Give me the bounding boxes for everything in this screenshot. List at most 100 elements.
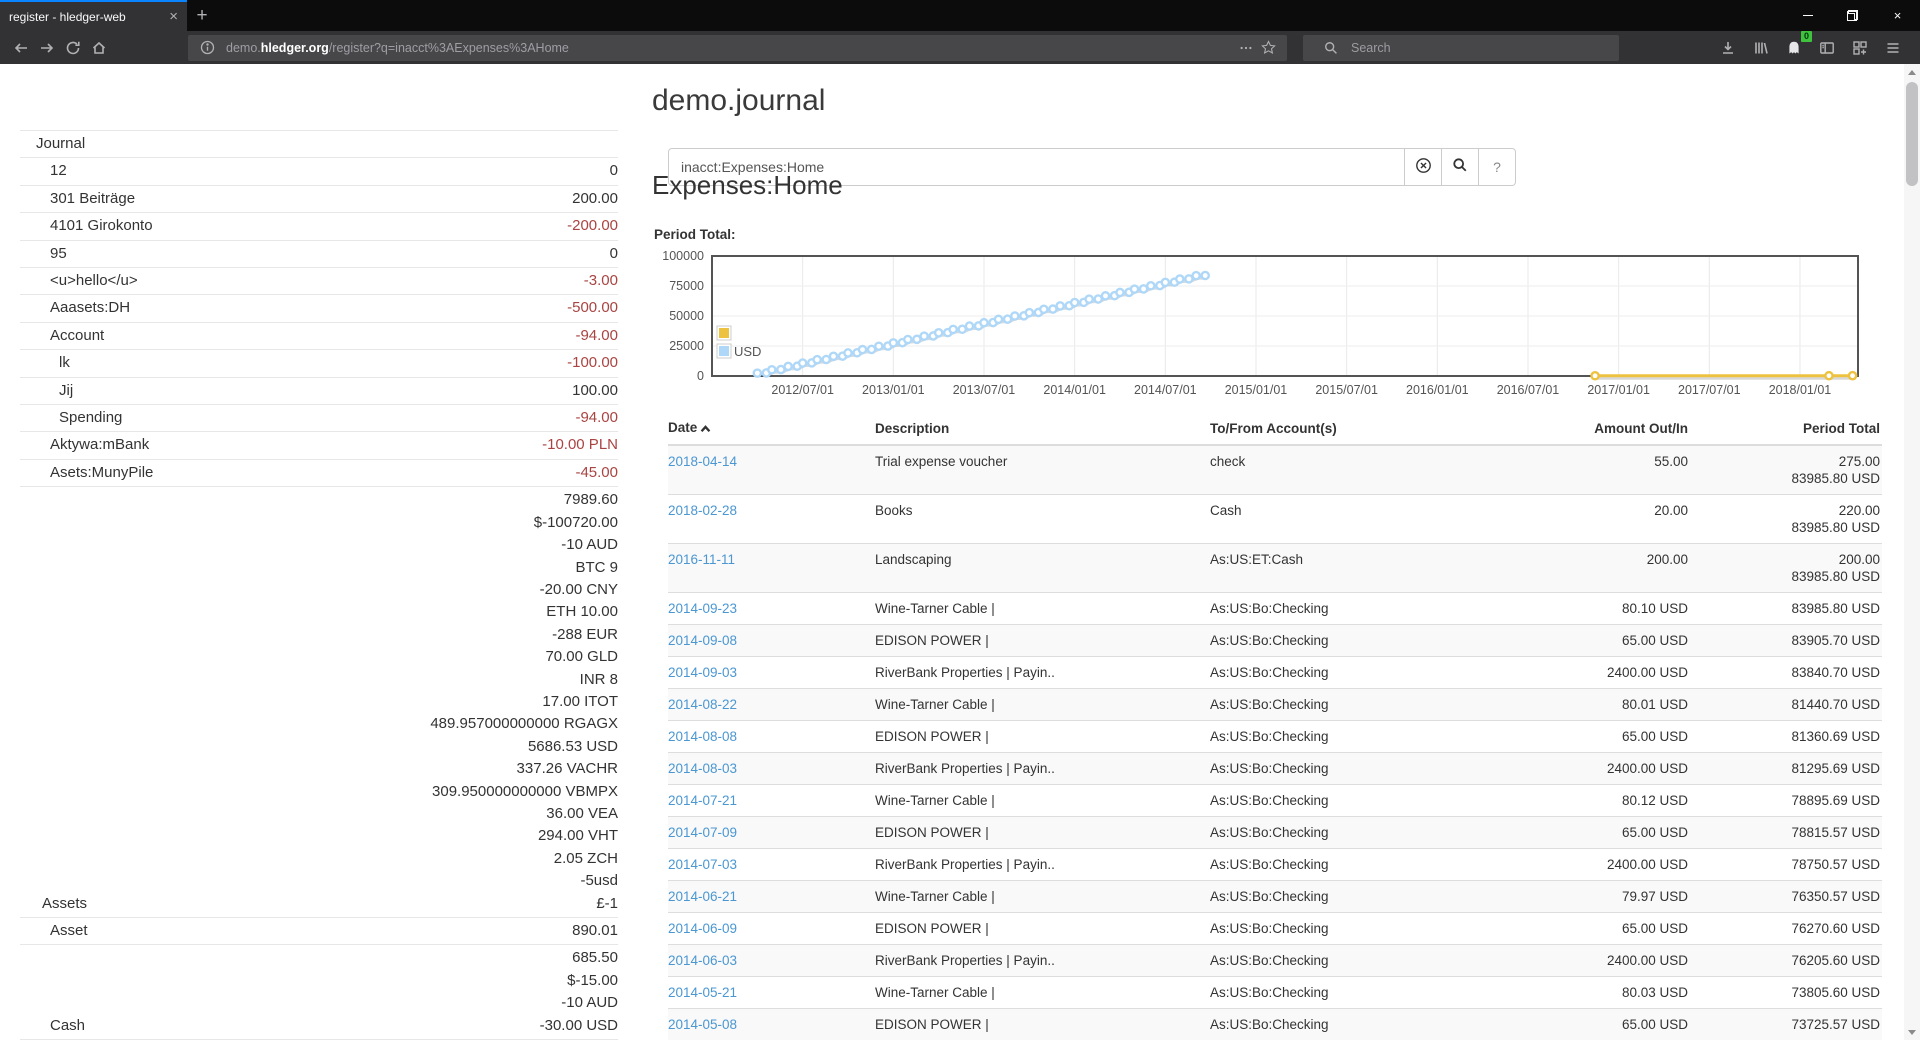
- downloads-icon[interactable]: [1715, 35, 1741, 61]
- extensions-grid-icon[interactable]: [1847, 35, 1873, 61]
- page-scrollbar[interactable]: [1904, 64, 1920, 1040]
- sidebar-account-link[interactable]: Cash: [50, 1016, 86, 1034]
- transaction-date-link[interactable]: 2014-07-21: [668, 793, 738, 808]
- sidebar-account-link[interactable]: Asset: [50, 922, 88, 939]
- column-header-amount[interactable]: Amount Out/In: [1540, 416, 1690, 446]
- sidebar-account-link[interactable]: Account: [50, 326, 105, 344]
- register-row: 2014-08-03 RiverBank Properties | Payin..…: [668, 752, 1882, 785]
- scrollbar-thumb[interactable]: [1906, 82, 1918, 186]
- account-name-cell: Spending: [20, 405, 268, 432]
- date-cell: 2014-08-03: [668, 752, 875, 785]
- date-cell: 2016-11-11: [668, 543, 875, 593]
- transaction-date-link[interactable]: 2014-07-03: [668, 857, 738, 872]
- column-header-accounts[interactable]: To/From Account(s): [1210, 416, 1540, 446]
- tab-close-icon[interactable]: ×: [169, 8, 178, 25]
- sidebar-account-link[interactable]: 301 Beiträge: [50, 189, 136, 207]
- browser-tab[interactable]: register - hledger-web ×: [0, 0, 187, 31]
- balance-amount: -10 AUD: [561, 994, 618, 1012]
- transaction-date-link[interactable]: 2014-08-08: [668, 729, 738, 744]
- chart-title: Period Total:: [654, 227, 736, 242]
- balance-amount: -10 AUD: [561, 536, 618, 554]
- transaction-date-link[interactable]: 2014-06-03: [668, 953, 738, 968]
- date-cell: 2014-07-03: [668, 848, 875, 881]
- description-cell: RiverBank Properties | Payin..: [875, 752, 1210, 785]
- transaction-date-link[interactable]: 2014-07-09: [668, 825, 738, 840]
- transaction-date-link[interactable]: 2014-08-03: [668, 761, 738, 776]
- data-point: [783, 361, 793, 372]
- search-submit-button[interactable]: [1442, 148, 1479, 186]
- sidebar-account-link[interactable]: Aktywa:mBank: [50, 436, 150, 454]
- transaction-date-link[interactable]: 2014-08-22: [668, 697, 738, 712]
- date-cell: 2014-08-08: [668, 720, 875, 753]
- account-balance-cell: 0: [268, 158, 618, 185]
- home-icon[interactable]: [86, 35, 112, 61]
- browser-search-box[interactable]: Search: [1303, 34, 1619, 61]
- new-tab-button[interactable]: +: [196, 4, 208, 26]
- date-cell: 2014-07-09: [668, 816, 875, 849]
- column-header-period-total[interactable]: Period Total: [1690, 416, 1882, 446]
- sidebar-account-link[interactable]: Spending: [59, 409, 123, 427]
- description-cell: EDISON POWER |: [875, 912, 1210, 945]
- data-point: [964, 321, 975, 331]
- accounts-cell: As:US:Bo:Checking: [1210, 1008, 1540, 1040]
- transaction-date-link[interactable]: 2014-09-03: [668, 665, 738, 680]
- accounts-cell: check: [1210, 454, 1246, 469]
- data-point: [1002, 314, 1013, 324]
- browser-tab-bar: register - hledger-web × + ×: [0, 0, 1920, 31]
- transaction-date-link[interactable]: 2018-02-28: [668, 503, 738, 518]
- window-close-button[interactable]: ×: [1893, 8, 1902, 23]
- period-total-chart[interactable]: 2012/07/01 2013/01/01 2013/07/01 2014/01/01…: [652, 248, 1896, 404]
- amount-cell: 2400.00 USD: [1540, 848, 1690, 881]
- transaction-date-link[interactable]: 2014-05-21: [668, 985, 738, 1000]
- column-header-description[interactable]: Description: [875, 416, 1210, 446]
- x-tick-label: 2015/07/01: [1315, 383, 1378, 397]
- period-total-cell: 275.00 83985.80 USD: [1690, 445, 1882, 495]
- sidebar-account-link[interactable]: Assets: [42, 894, 88, 912]
- site-info-icon[interactable]: [196, 37, 218, 59]
- sidebar-account-link[interactable]: 95: [50, 244, 67, 262]
- sidebar-account-link[interactable]: Jij: [59, 381, 74, 399]
- sidebar-account-link[interactable]: Aaasets:DH: [50, 299, 131, 317]
- account-name-cell: Account: [20, 322, 268, 349]
- transaction-date-link[interactable]: 2014-09-23: [668, 601, 738, 616]
- sidebar-account-link[interactable]: Journal: [36, 135, 86, 152]
- plot-border: [711, 255, 1859, 377]
- sidebar-account-link[interactable]: <u>hello</u>: [50, 272, 138, 290]
- transaction-date-link[interactable]: 2014-06-09: [668, 921, 738, 936]
- bookmark-star-icon[interactable]: [1257, 37, 1279, 59]
- sidebar-account-link[interactable]: Asets:MunyPile: [50, 463, 154, 481]
- page-actions-icon[interactable]: [1235, 37, 1257, 59]
- window-minimize-button[interactable]: [1785, 0, 1830, 31]
- extension-ghostery-icon[interactable]: 0: [1781, 30, 1812, 61]
- search-help-button[interactable]: ?: [1479, 148, 1516, 186]
- sidebar-account-link[interactable]: 4101 Girokonto: [50, 217, 153, 235]
- back-icon[interactable]: [8, 35, 34, 61]
- period-total-line: 220.00: [1838, 503, 1880, 518]
- window-restore-button[interactable]: [1830, 0, 1875, 31]
- transaction-date-link[interactable]: 2014-05-08: [668, 1017, 738, 1032]
- sidebar-account-link[interactable]: lk: [59, 354, 70, 372]
- library-icon[interactable]: [1748, 35, 1774, 61]
- column-header-date[interactable]: Date: [668, 416, 875, 446]
- url-bar[interactable]: demo.hledger.org/register?q=inacct%3AExp…: [188, 34, 1287, 61]
- sidebar-account-link[interactable]: 12: [50, 162, 67, 180]
- menu-hamburger-icon[interactable]: [1880, 35, 1906, 61]
- data-point: [903, 334, 913, 345]
- transaction-date-link[interactable]: 2016-11-11: [668, 552, 736, 567]
- account-balance-cell: 100.00: [268, 377, 618, 404]
- reload-icon[interactable]: [60, 35, 86, 61]
- description-cell: Trial expense voucher: [875, 454, 1008, 469]
- scrollbar-down-arrow[interactable]: [1904, 1024, 1920, 1040]
- forward-icon[interactable]: [34, 35, 60, 61]
- clear-query-button[interactable]: [1405, 148, 1442, 186]
- sidebar-toggle-icon[interactable]: [1814, 35, 1840, 61]
- period-total-line: 83840.70 USD: [1791, 665, 1880, 680]
- sidebar-account-row: 12 0: [20, 157, 618, 185]
- query-input[interactable]: [668, 148, 1405, 186]
- register-row: 2014-07-21 Wine-Tarner Cable | As:US:Bo:Ch…: [668, 784, 1882, 817]
- scrollbar-up-arrow[interactable]: [1904, 64, 1920, 80]
- transaction-date-link[interactable]: 2014-09-08: [668, 633, 738, 648]
- transaction-date-link[interactable]: 2018-04-14: [668, 454, 738, 469]
- account-balance-cell: -94.00: [268, 322, 618, 349]
- transaction-date-link[interactable]: 2014-06-21: [668, 889, 738, 904]
